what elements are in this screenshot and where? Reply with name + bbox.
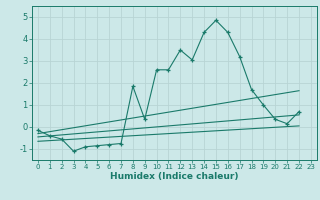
X-axis label: Humidex (Indice chaleur): Humidex (Indice chaleur) (110, 172, 239, 181)
